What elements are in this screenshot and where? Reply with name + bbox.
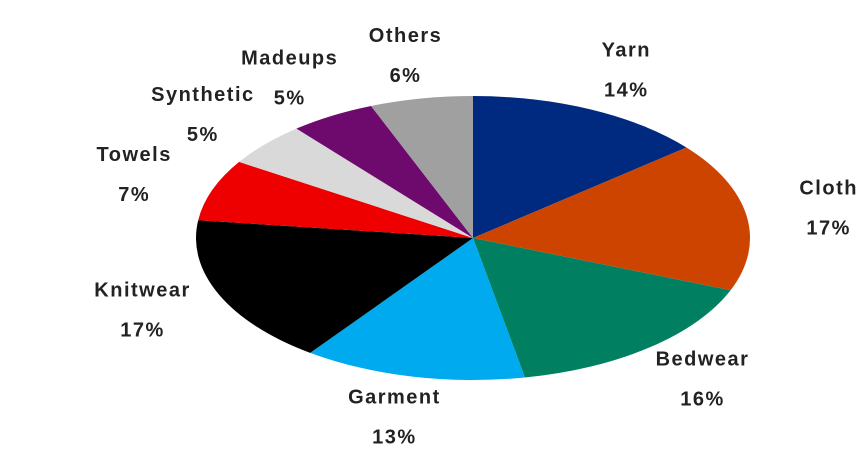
- pie-slice: [296, 105, 473, 238]
- pie-slice: [196, 220, 473, 353]
- slice-value-label: 5%: [274, 87, 306, 109]
- pie-slice: [473, 96, 687, 238]
- slice-label: Bedwear: [656, 349, 750, 371]
- slice-value-label: 5%: [187, 124, 219, 146]
- slice-label: Knitwear: [94, 280, 190, 302]
- slice-label: Yarn: [602, 39, 651, 61]
- slice-value-label: 13%: [372, 426, 417, 448]
- slice-value-label: 7%: [118, 184, 150, 206]
- slice-label: Towels: [97, 144, 172, 166]
- slice-value-label: 14%: [604, 79, 649, 101]
- pie-slice: [310, 238, 525, 380]
- slice-value-label: 17%: [806, 217, 851, 239]
- slice-label: Others: [369, 25, 442, 47]
- pie-slice: [371, 96, 473, 238]
- pie-slice: [198, 161, 473, 238]
- slice-value-label: 6%: [390, 65, 422, 87]
- slice-value-label: 17%: [120, 320, 165, 342]
- pie-slice: [473, 147, 750, 291]
- slice-value-label: 16%: [680, 389, 725, 411]
- slice-label: Cloth: [799, 177, 858, 199]
- slice-label: Synthetic: [151, 84, 255, 106]
- pie-slice: [473, 238, 731, 378]
- slice-label: Garment: [348, 386, 441, 408]
- pie-slice: [239, 128, 473, 238]
- slice-label: Madeups: [241, 47, 338, 69]
